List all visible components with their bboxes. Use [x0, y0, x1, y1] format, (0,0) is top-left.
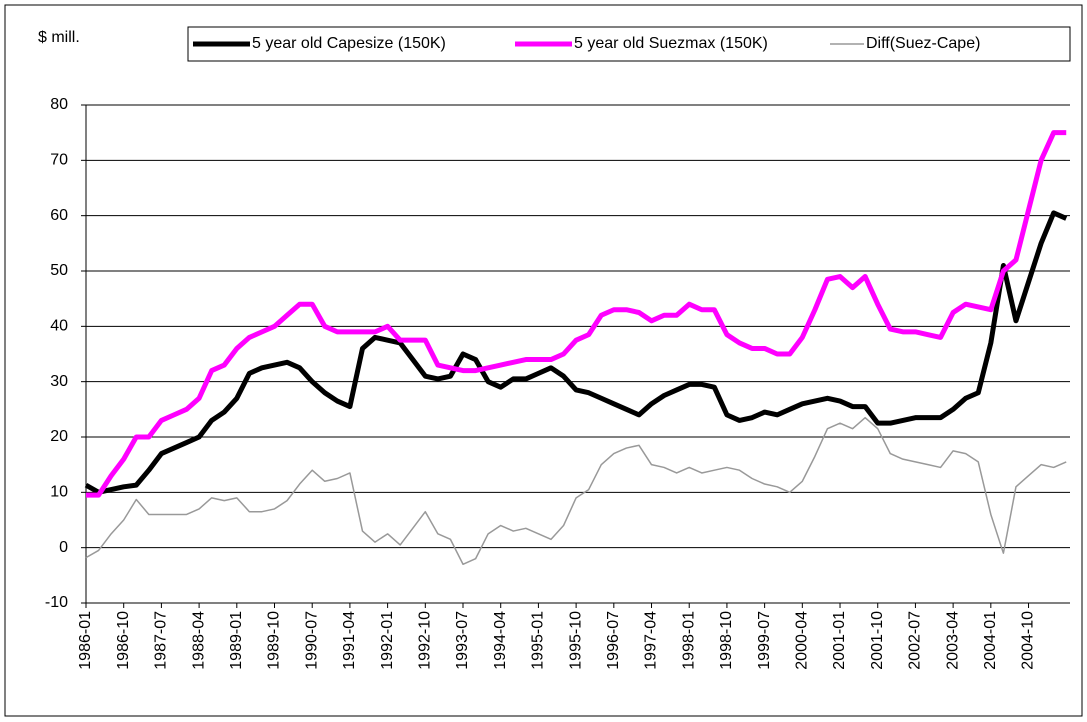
y-tick-label: 70	[50, 152, 68, 169]
x-tick-label: 2004-01	[982, 611, 999, 670]
x-tick-label: 2004-10	[1020, 611, 1037, 670]
x-tick-label: 1992-01	[379, 611, 396, 670]
x-tick-label: 1994-04	[492, 611, 509, 670]
x-tick-label: 1995-10	[567, 611, 584, 670]
y-tick-label: 30	[50, 373, 68, 390]
x-tick-label: 1989-01	[228, 611, 245, 670]
x-tick-label: 1992-10	[417, 611, 434, 670]
x-tick-label: 1986-10	[115, 611, 132, 670]
x-tick-label: 2001-10	[869, 611, 886, 670]
y-tick-label: 10	[50, 484, 68, 501]
y-tick-label: 50	[50, 262, 68, 279]
x-tick-label: 1990-07	[303, 611, 320, 670]
y-tick-label: 80	[50, 96, 68, 113]
x-tick-label: 1986-01	[77, 611, 94, 670]
x-tick-label: 1995-01	[530, 611, 547, 670]
x-tick-label: 2002-07	[907, 611, 924, 670]
y-tick-label: 0	[59, 539, 68, 556]
y-tick-label: -10	[45, 594, 68, 611]
x-tick-label: 1998-10	[718, 611, 735, 670]
x-tick-label: 2001-01	[831, 611, 848, 670]
x-tick-label: 2003-04	[944, 611, 961, 670]
y-tick-label: 60	[50, 207, 68, 224]
x-tick-label: 1998-01	[680, 611, 697, 670]
x-tick-label: 1996-07	[605, 611, 622, 670]
x-tick-label: 1993-07	[454, 611, 471, 670]
x-tick-label: 1999-07	[756, 611, 773, 670]
legend-label: Diff(Suez-Cape)	[866, 35, 980, 52]
series-line	[84, 210, 1068, 495]
x-tick-label: 1988-04	[190, 611, 207, 670]
legend-label: 5 year old Suezmax (150K)	[574, 35, 768, 52]
y-axis-label: $ mill.	[38, 29, 80, 46]
x-tick-label: 1991-04	[341, 611, 358, 670]
x-tick-label: 1989-10	[266, 611, 283, 670]
series-line	[85, 416, 1067, 566]
legend-box	[187, 26, 1071, 62]
y-tick-label: 20	[50, 428, 68, 445]
y-tick-label: 40	[50, 318, 68, 335]
x-tick-label: 2000-04	[794, 611, 811, 670]
x-tick-label: 1987-07	[153, 611, 170, 670]
series-line	[86, 130, 1067, 498]
x-tick-label: 1997-04	[643, 611, 660, 670]
legend-label: 5 year old Capesize (150K)	[252, 35, 446, 52]
